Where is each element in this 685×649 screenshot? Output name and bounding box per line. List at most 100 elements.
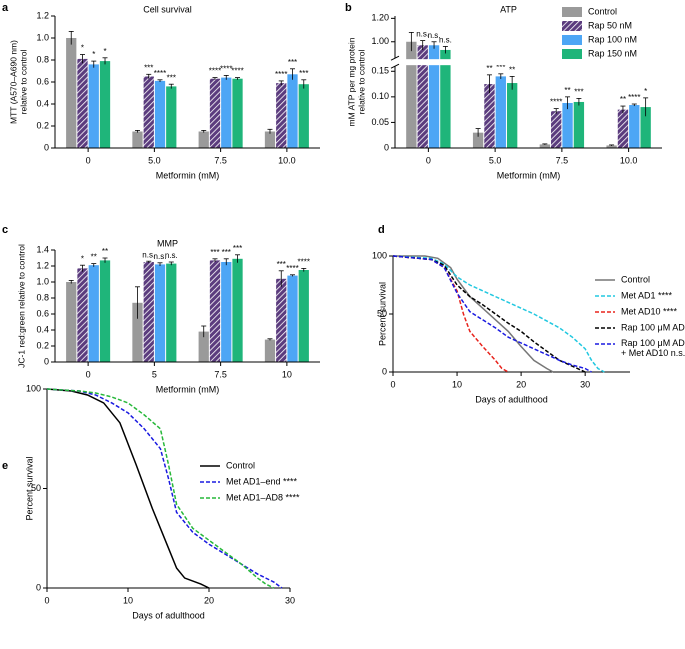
y-tick-label: 0.4: [36, 98, 49, 108]
survival-line: [46, 388, 283, 589]
bar: [276, 83, 287, 148]
y-axis-label: relative to control: [18, 50, 28, 115]
bar: [221, 77, 232, 148]
y-axis-label: Percent survival: [377, 282, 387, 346]
x-tick-label: 0: [426, 155, 431, 165]
significance-label: *: [81, 254, 84, 263]
bar: [298, 84, 309, 148]
bar: [276, 278, 287, 362]
legend-swatch: [562, 49, 582, 59]
bar: [506, 83, 518, 148]
significance-label: ***: [144, 63, 153, 72]
legend-label: Control: [588, 6, 617, 16]
y-tick-label: 0: [382, 366, 387, 376]
bar: [617, 109, 629, 148]
y-tick-label: 0.15: [371, 66, 389, 76]
significance-label: ***: [233, 244, 242, 253]
bar: [472, 132, 484, 148]
significance-label: ****: [286, 264, 298, 273]
significance-label: ****: [550, 98, 562, 107]
bar: [209, 78, 221, 148]
bar: [99, 260, 111, 362]
bar: [154, 80, 166, 148]
x-tick-label: 10.0: [278, 155, 296, 165]
bar: [232, 258, 243, 362]
bar: [66, 282, 77, 362]
x-tick-label: 0: [86, 155, 91, 165]
bar: [440, 49, 451, 149]
survival-line: [392, 255, 509, 373]
legend-label: Control: [621, 274, 650, 284]
significance-label: **: [91, 253, 97, 262]
y-tick-label: 50: [31, 483, 41, 493]
significance-label: **: [564, 86, 570, 95]
bar: [77, 268, 88, 362]
legend-label: Rap 100 μM AD8: [621, 322, 685, 332]
x-tick-label: 30: [580, 379, 590, 389]
significance-label: *: [81, 44, 84, 53]
significance-label: ***: [574, 87, 583, 96]
bar: [287, 74, 298, 148]
bar: [66, 38, 77, 148]
x-tick-label: 5.0: [489, 155, 502, 165]
y-tick-label: 0.05: [371, 117, 389, 127]
bar: [551, 111, 562, 148]
x-axis-label: Days of adulthood: [132, 610, 205, 620]
y-tick-label: 0: [384, 142, 389, 152]
x-tick-label: 10.0: [620, 155, 638, 165]
y-tick-label: 0.8: [36, 54, 49, 64]
bar: [298, 270, 309, 362]
y-tick-label: 0: [44, 356, 49, 366]
chart-title: MMP: [157, 238, 178, 248]
significance-label: n.s.: [439, 36, 452, 45]
bar: [166, 86, 177, 148]
y-tick-label: 0.6: [36, 76, 49, 86]
x-tick-label: 30: [285, 595, 295, 605]
significance-label: ****: [275, 70, 287, 79]
significance-label: **: [102, 247, 108, 256]
bar: [629, 105, 640, 148]
x-axis-label: Metformin (mM): [497, 170, 561, 180]
bar: [88, 64, 99, 148]
bar: [484, 84, 495, 148]
legend-label: Met AD1–AD8 ****: [226, 492, 300, 502]
survival-line: [46, 388, 275, 589]
x-tick-label: 0: [44, 595, 49, 605]
bar: [573, 101, 585, 148]
bar: [562, 102, 573, 148]
significance-label: ****: [298, 258, 310, 267]
y-tick-label: 1.2: [36, 10, 49, 20]
x-tick-label: 0: [390, 379, 395, 389]
significance-label: **: [509, 65, 515, 74]
y-tick-label: 1.4: [36, 244, 49, 254]
bar: [132, 131, 143, 148]
significance-label: ****: [209, 67, 221, 76]
significance-label: *: [644, 87, 647, 96]
legend-swatch: [562, 7, 582, 17]
y-tick-label: 1.00: [371, 36, 389, 46]
significance-label: ****: [628, 93, 640, 102]
legend-label: Met AD1 ****: [621, 290, 673, 300]
survival-line: [46, 388, 210, 589]
y-axis-label: Percent survival: [24, 456, 34, 520]
legend-label: Rap 100 nM: [588, 34, 637, 44]
x-axis-label: Metformin (mM): [156, 170, 220, 180]
y-tick-label: 0.4: [36, 324, 49, 334]
legend-label-line: + Met AD10 n.s.: [621, 348, 685, 358]
legend-label: Control: [226, 460, 255, 470]
significance-label: **: [486, 64, 492, 73]
x-tick-label: 10: [123, 595, 133, 605]
bar: [264, 339, 276, 362]
bar: [209, 260, 221, 362]
legend-label: Rap 50 nM: [588, 20, 632, 30]
panel-label: d: [378, 224, 385, 236]
x-tick-label: 7.5: [214, 155, 227, 165]
legend-swatch: [562, 21, 582, 31]
bar: [606, 145, 617, 148]
bar: [495, 76, 506, 148]
y-tick-label: 0.10: [371, 91, 389, 101]
panel-label: e: [2, 460, 8, 472]
y-tick-label: 1.0: [36, 32, 49, 42]
